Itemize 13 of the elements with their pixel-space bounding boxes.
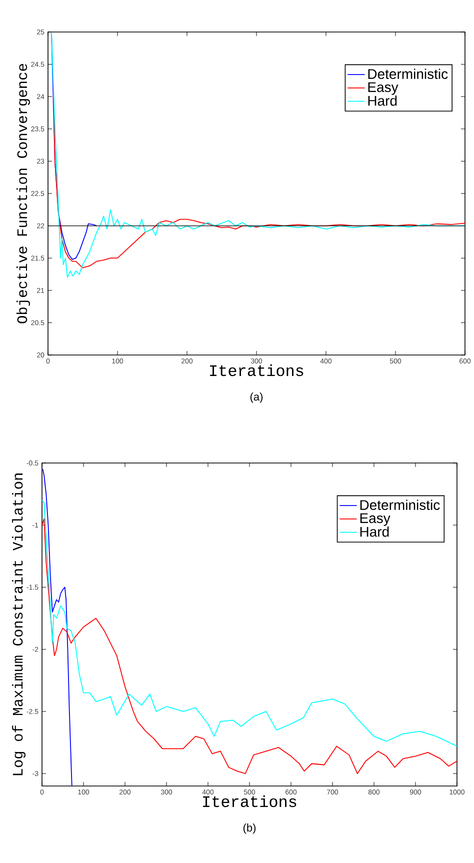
legend-label: Easy — [368, 82, 398, 95]
legend-label: Deterministic — [360, 500, 440, 510]
legend-label: Deterministic — [368, 68, 448, 79]
y-axis-title: Objective Function Convergence — [16, 64, 30, 324]
y-axis-title: Log of Maximum Constraint Violation — [12, 474, 26, 776]
x-axis-title: Iterations — [202, 795, 296, 808]
legend-label: Hard — [368, 95, 397, 106]
text: (a) — [250, 392, 262, 403]
text: (b) — [243, 824, 256, 834]
legend-label: Hard — [360, 526, 389, 537]
legend-label: Easy — [360, 513, 390, 526]
line-series — [42, 500, 457, 747]
x-axis-title: Iterations — [210, 364, 304, 376]
